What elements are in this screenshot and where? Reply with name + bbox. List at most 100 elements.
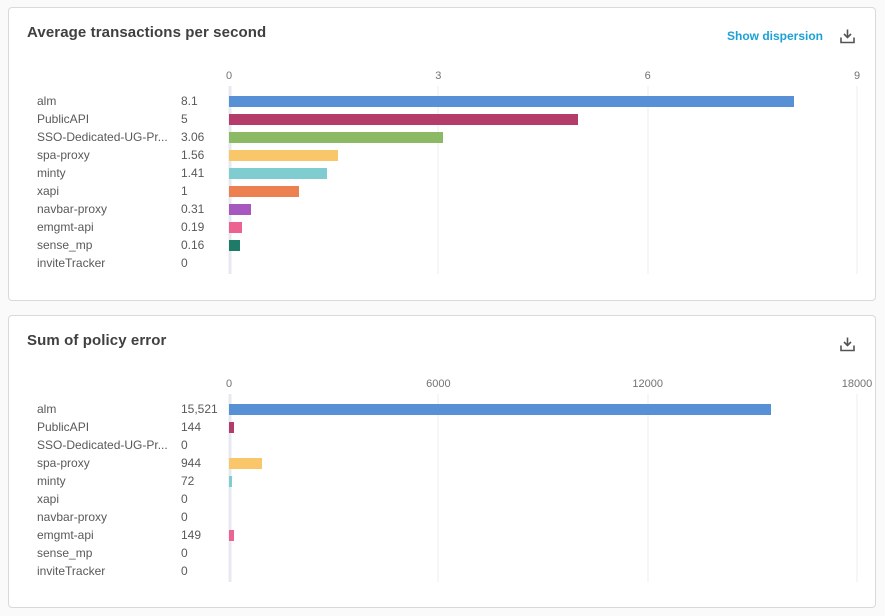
bar-minty[interactable] [229, 167, 328, 179]
gridlines [228, 394, 858, 582]
category-label: navbar-proxy [37, 202, 108, 216]
x-axis: 0 3 6 9 [225, 70, 861, 86]
value-label: 0.19 [181, 220, 205, 234]
category-label: PublicAPI [37, 420, 90, 434]
bar-track [229, 475, 857, 487]
gridline [856, 394, 858, 582]
rows: alm 8.1 PublicAPI 5 SSO-Dedicated-UG-Pr... 3.… [27, 86, 858, 274]
category-label: SSO-Dedicated-UG-Pr... [37, 130, 168, 144]
category-label: spa-proxy [37, 456, 90, 470]
chart-row-PublicAPI: PublicAPI 144 [27, 418, 857, 436]
chart-row-minty: minty 72 [27, 472, 857, 490]
chart-row-emgmt-api: emgmt-api 0.19 [27, 218, 857, 236]
bar-track [229, 529, 857, 541]
bar-alm[interactable] [229, 403, 771, 415]
value-label: 0 [181, 492, 188, 506]
x-axis-tick: 0 [225, 378, 233, 390]
bar-SSO-Dedicated-UG-Pr...[interactable] [229, 131, 443, 143]
chart-row-spa-proxy: spa-proxy 944 [27, 454, 857, 472]
bar-track [229, 131, 857, 143]
value-label: 1.56 [181, 148, 205, 162]
bar-track [229, 548, 857, 559]
value-label: 0 [181, 564, 188, 578]
bar-minty[interactable] [229, 475, 232, 487]
value-label: 0 [181, 438, 188, 452]
value-label: 0 [181, 546, 188, 560]
value-label: 5 [181, 112, 188, 126]
value-label: 15,521 [181, 402, 218, 416]
x-axis-tick: 6 [644, 70, 651, 82]
bar-track [229, 95, 857, 107]
bar-sense_mp[interactable] [229, 239, 241, 251]
chart-row-alm: alm 8.1 [27, 92, 857, 110]
bar-spa-proxy[interactable] [229, 457, 262, 469]
category-label: spa-proxy [37, 148, 90, 162]
value-label: 1 [181, 184, 188, 198]
value-label: 144 [181, 420, 202, 434]
bar-spa-proxy[interactable] [229, 149, 338, 161]
bar-track [229, 566, 857, 577]
zero-axis-line [228, 394, 232, 582]
x-axis-row: 0 6000 12000 18000 [27, 378, 872, 394]
x-axis-tick: 12000 [632, 378, 663, 390]
bar-track [229, 113, 857, 125]
gridline [647, 86, 649, 274]
category-label: sense_mp [37, 546, 93, 560]
chart-card-avg-transactions: Average transactions per second Show dis… [8, 7, 876, 301]
category-label: SSO-Dedicated-UG-Pr... [37, 438, 168, 452]
download-icon [839, 28, 856, 45]
chart-row-minty: minty 1.41 [27, 164, 857, 182]
download-button[interactable] [837, 334, 857, 354]
chart-card-policy-error: Sum of policy error 0 6000 12000 18000 [8, 315, 876, 608]
bar-xapi[interactable] [229, 185, 299, 197]
chart-row-spa-proxy: spa-proxy 1.56 [27, 146, 857, 164]
bar-track [229, 440, 857, 451]
chart-row-xapi: xapi 1 [27, 182, 857, 200]
x-axis: 0 6000 12000 18000 [225, 378, 872, 394]
chart-row-alm: alm 15,521 [27, 400, 857, 418]
value-label: 0 [181, 256, 188, 270]
x-axis-tick: 0 [225, 70, 233, 82]
chart-row-SSO-Dedicated-UG-Pr...: SSO-Dedicated-UG-Pr... 0 [27, 436, 857, 454]
value-label: 72 [181, 474, 195, 488]
gridline [437, 394, 439, 582]
chart-row-inviteTracker: inviteTracker 0 [27, 562, 857, 580]
chart-row-navbar-proxy: navbar-proxy 0 [27, 508, 857, 526]
bar-track [229, 457, 857, 469]
bar-emgmt-api[interactable] [229, 529, 235, 541]
bar-emgmt-api[interactable] [229, 221, 243, 233]
x-axis-tick: 18000 [841, 378, 873, 390]
category-label: navbar-proxy [37, 510, 108, 524]
value-label: 149 [181, 528, 202, 542]
gridline [856, 86, 858, 274]
chart-row-emgmt-api: emgmt-api 149 [27, 526, 857, 544]
bar-track [229, 221, 857, 233]
category-label: minty [37, 474, 66, 488]
chart-title: Average transactions per second [27, 24, 267, 41]
bar-navbar-proxy[interactable] [229, 203, 251, 215]
bar-alm[interactable] [229, 95, 795, 107]
bar-PublicAPI[interactable] [229, 421, 235, 433]
bar-PublicAPI[interactable] [229, 113, 578, 125]
bar-track [229, 421, 857, 433]
gridline [647, 394, 649, 582]
bar-track [229, 149, 857, 161]
x-axis-tick: 9 [853, 70, 861, 82]
chart-header: Sum of policy error [27, 332, 857, 354]
gridline [437, 86, 439, 274]
chart-title: Sum of policy error [27, 332, 167, 349]
chart-actions: Show dispersion [727, 26, 857, 46]
category-label: xapi [37, 492, 60, 506]
category-label: xapi [37, 184, 60, 198]
category-label: inviteTracker [37, 564, 106, 578]
category-label: emgmt-api [37, 220, 94, 234]
category-label: minty [37, 166, 66, 180]
show-dispersion-link[interactable]: Show dispersion [726, 29, 823, 43]
chart-row-PublicAPI: PublicAPI 5 [27, 110, 857, 128]
category-label: alm [37, 402, 57, 416]
chart-actions [837, 334, 857, 354]
bar-track [229, 203, 857, 215]
category-label: alm [37, 94, 57, 108]
bar-track [229, 512, 857, 523]
download-button[interactable] [837, 26, 857, 46]
